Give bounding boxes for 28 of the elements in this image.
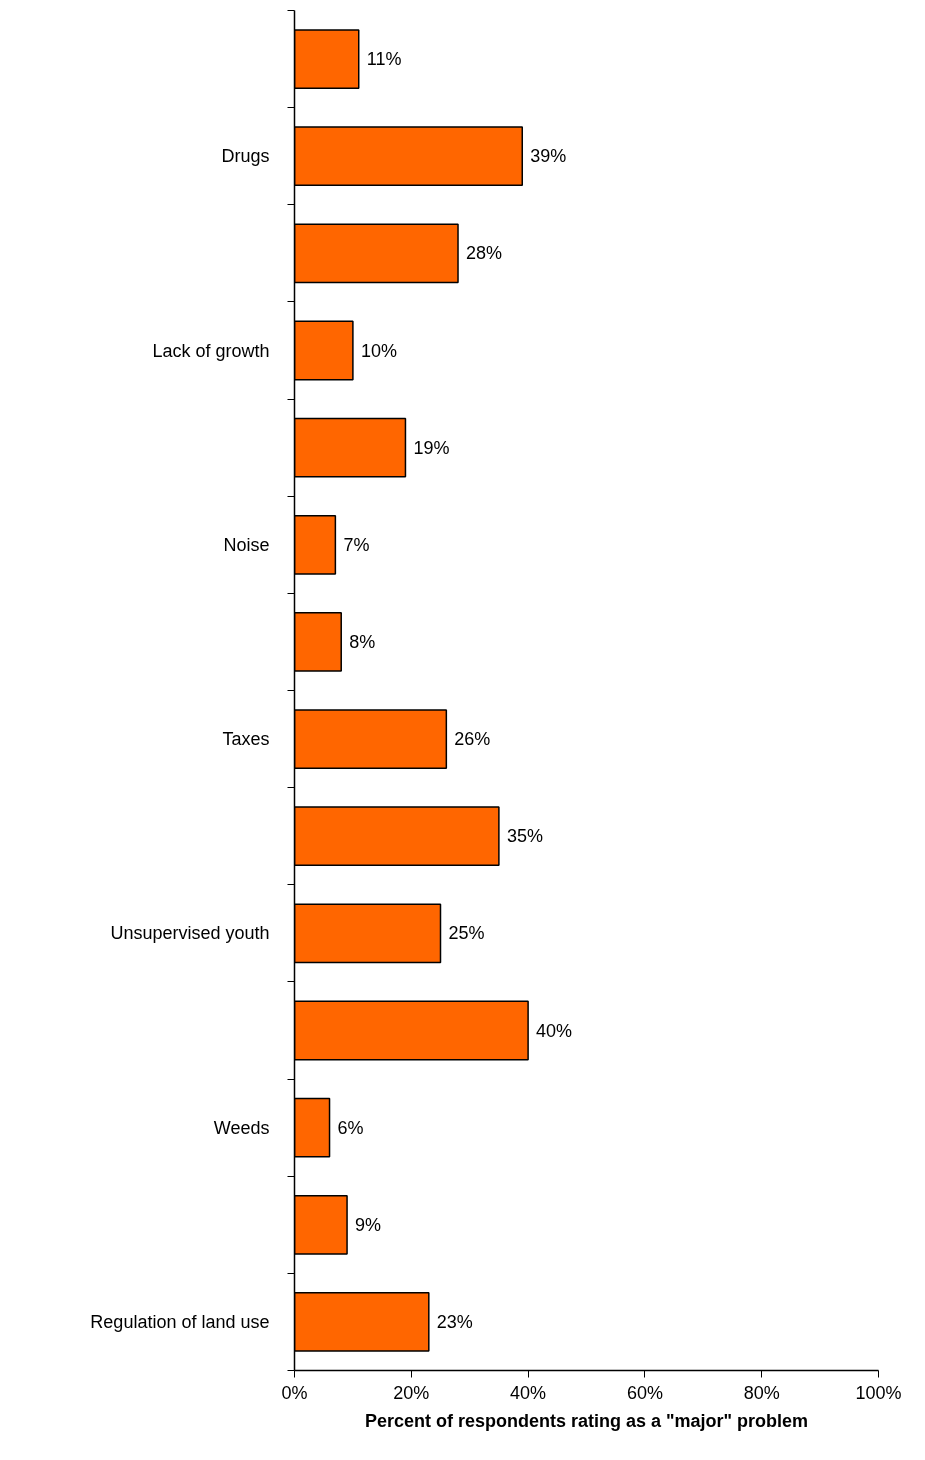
data-label: 9% [355, 1214, 382, 1235]
data-label: 23% [436, 1311, 473, 1332]
x-tick-label: 60% [626, 1382, 663, 1403]
data-label: 10% [360, 340, 397, 361]
data-label: 6% [337, 1117, 364, 1138]
x-axis-title: Percent of respondents rating as a "major" problem [364, 1410, 809, 1431]
data-label: 19% [413, 437, 450, 458]
y-tick-label: Noise [223, 534, 270, 555]
y-tick-label: Regulation of land use [90, 1311, 270, 1332]
data-label: 11% [366, 49, 402, 70]
data-label: 40% [536, 1020, 573, 1041]
data-label: 26% [454, 729, 491, 750]
x-tick-label: 0% [281, 1382, 308, 1403]
data-label: 8% [349, 631, 376, 652]
data-label: 7% [343, 534, 370, 555]
x-tick-label: 40% [510, 1382, 547, 1403]
data-label: 35% [506, 826, 543, 847]
x-tick-label: 20% [393, 1382, 430, 1403]
y-tick-label: Weeds [213, 1117, 270, 1138]
y-tick-label: Taxes [222, 729, 270, 750]
data-label: 39% [530, 146, 567, 167]
data-label: 25% [448, 923, 485, 944]
data-label: 28% [466, 243, 503, 264]
x-tick-label: 100% [855, 1382, 902, 1403]
y-tick-label: Lack of growth [152, 340, 270, 361]
y-tick-label: Drugs [221, 146, 270, 167]
x-tick-label: 80% [743, 1382, 780, 1403]
y-tick-label: Unsupervised youth [110, 923, 270, 944]
